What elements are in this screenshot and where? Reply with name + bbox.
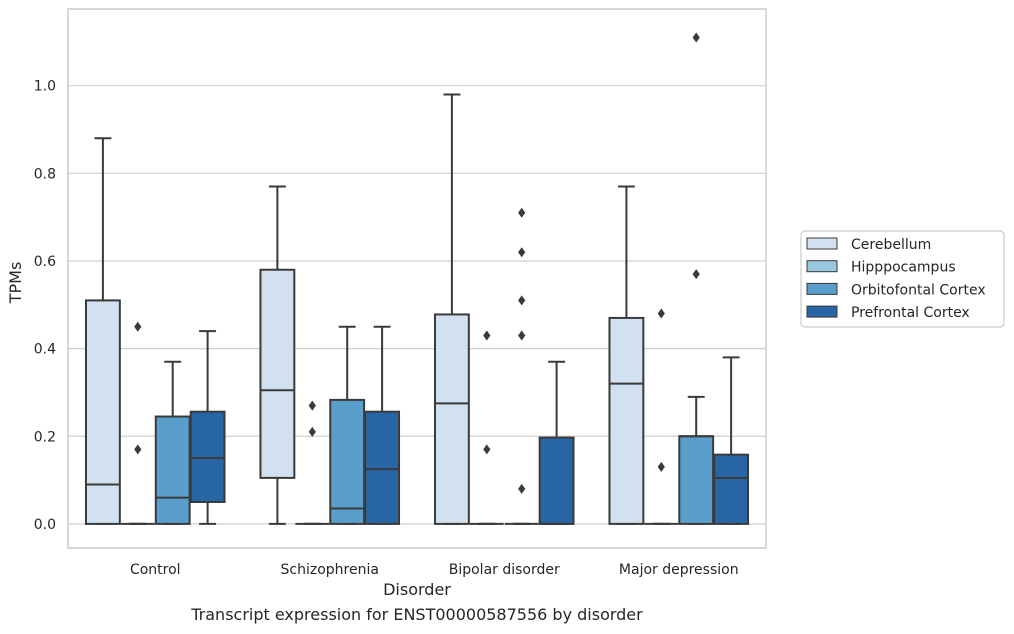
box-hipppocampus bbox=[295, 400, 330, 525]
y-axis-label: TPMs bbox=[6, 262, 25, 305]
box-body bbox=[189, 410, 226, 503]
outlier-point bbox=[518, 295, 526, 306]
x-tick-label: Major depression bbox=[619, 562, 739, 578]
y-tick-label: 0.6 bbox=[34, 254, 56, 270]
outlier-point bbox=[134, 321, 142, 332]
outlier-point bbox=[483, 444, 491, 455]
box-body bbox=[608, 316, 645, 525]
box-body bbox=[154, 415, 191, 525]
legend-label: Prefrontal Cortex bbox=[851, 305, 970, 321]
legend-swatch bbox=[806, 282, 838, 295]
x-tick-label: Bipolar disorder bbox=[449, 562, 560, 578]
legend-swatch bbox=[806, 260, 838, 273]
box-hipppocampus bbox=[644, 308, 679, 525]
y-tick-label: 0.0 bbox=[34, 517, 56, 533]
y-tick-label: 0.2 bbox=[34, 429, 56, 445]
box-prefrontal-cortex bbox=[713, 356, 750, 525]
box-body bbox=[433, 313, 470, 525]
x-tick-label: Schizophrenia bbox=[281, 562, 379, 578]
box-cerebellum bbox=[608, 185, 645, 525]
outlier-point bbox=[657, 308, 665, 319]
outlier-point bbox=[657, 461, 665, 472]
legend-frame bbox=[800, 230, 1005, 328]
outlier-point bbox=[308, 426, 316, 437]
box-orbitofontal-cortex bbox=[329, 325, 366, 525]
box-cerebellum bbox=[259, 185, 296, 525]
outlier-point bbox=[518, 330, 526, 341]
legend-swatch bbox=[806, 305, 838, 318]
box-orbitofontal-cortex bbox=[678, 32, 715, 525]
box-prefrontal-cortex bbox=[538, 360, 575, 525]
outlier-point bbox=[134, 444, 142, 455]
box-hipppocampus bbox=[120, 321, 155, 525]
outlier-point bbox=[483, 330, 491, 341]
box-body bbox=[84, 299, 121, 525]
outlier-point bbox=[692, 269, 700, 280]
box-cerebellum bbox=[433, 93, 470, 525]
legend-label: Hipppocampus bbox=[851, 260, 956, 276]
box-body bbox=[329, 398, 366, 525]
x-tick-label: Control bbox=[130, 562, 181, 578]
outlier-point bbox=[308, 400, 316, 411]
legend: Cerebellum Hipppocampus Orbitofontal Corte… bbox=[800, 230, 1005, 328]
x-axis-label: Disorder bbox=[383, 580, 451, 599]
outlier-point bbox=[518, 207, 526, 218]
legend-swatch bbox=[806, 237, 838, 250]
box-body bbox=[538, 436, 575, 525]
box-body bbox=[713, 453, 750, 525]
box-body bbox=[259, 268, 296, 479]
box-orbitofontal-cortex bbox=[154, 360, 191, 525]
legend-label: Cerebellum bbox=[851, 237, 931, 253]
y-tick-label: 0.8 bbox=[34, 166, 56, 182]
legend-label: Orbitofontal Cortex bbox=[851, 282, 986, 298]
outlier-point bbox=[518, 247, 526, 258]
outlier-point bbox=[692, 32, 700, 43]
box-orbitofontal-cortex bbox=[504, 207, 539, 525]
box-prefrontal-cortex bbox=[189, 330, 226, 525]
box-body bbox=[364, 410, 401, 525]
box-cerebellum bbox=[84, 137, 121, 525]
box-prefrontal-cortex bbox=[364, 325, 401, 525]
plot-frame bbox=[67, 8, 767, 549]
figure-caption: Transcript expression for ENST0000058755… bbox=[191, 605, 643, 624]
box-body bbox=[678, 435, 715, 525]
y-tick-label: 1.0 bbox=[34, 79, 56, 95]
box-hipppocampus bbox=[469, 330, 504, 525]
y-tick-label: 0.4 bbox=[34, 342, 56, 358]
outlier-point bbox=[518, 483, 526, 494]
